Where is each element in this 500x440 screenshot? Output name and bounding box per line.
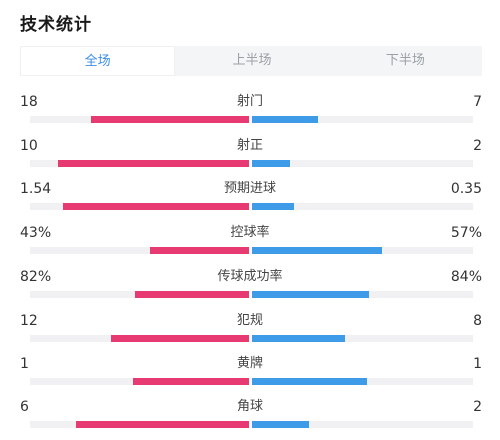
period-tabs: 全场 上半场 下半场 bbox=[20, 46, 482, 76]
stat-row-corners: 6 角球 2 bbox=[0, 398, 500, 438]
home-bar bbox=[132, 378, 249, 385]
away-bar-track bbox=[252, 378, 473, 385]
home-bar-track bbox=[30, 203, 249, 210]
away-bar bbox=[252, 116, 319, 123]
away-bar bbox=[252, 291, 370, 298]
away-value: 2 bbox=[473, 138, 482, 154]
away-bar-track bbox=[252, 335, 473, 342]
home-value: 43% bbox=[20, 225, 52, 241]
home-bar bbox=[62, 203, 249, 210]
stat-row-shots-on-target: 10 射正 2 bbox=[0, 137, 500, 177]
home-bar bbox=[135, 291, 249, 298]
home-bar-track bbox=[30, 247, 249, 254]
stat-label: 传球成功率 bbox=[217, 269, 283, 284]
away-bar bbox=[252, 378, 367, 385]
stat-label: 射正 bbox=[236, 138, 263, 153]
home-bar bbox=[91, 116, 249, 123]
away-value: 57% bbox=[450, 225, 482, 241]
home-bar bbox=[111, 335, 249, 342]
away-value: 8 bbox=[473, 313, 482, 329]
home-value: 6 bbox=[20, 399, 29, 415]
home-bar bbox=[58, 160, 249, 167]
tab-second-half[interactable]: 下半场 bbox=[385, 53, 425, 68]
away-bar-track bbox=[252, 116, 473, 123]
away-bar-track bbox=[252, 247, 473, 254]
home-value: 12 bbox=[20, 313, 38, 329]
home-bar-track bbox=[30, 335, 249, 342]
stat-label: 角球 bbox=[236, 399, 263, 414]
away-bar-track bbox=[252, 203, 473, 210]
home-bar-track bbox=[30, 116, 249, 123]
home-bar-track bbox=[30, 160, 249, 167]
stat-label: 控球率 bbox=[230, 225, 270, 240]
home-bar-track bbox=[30, 421, 249, 428]
away-bar bbox=[252, 160, 290, 167]
away-value: 2 bbox=[473, 399, 482, 415]
stat-row-expected-goals: 1.54 预期进球 0.35 bbox=[0, 180, 500, 220]
home-bar-track bbox=[30, 378, 249, 385]
away-value: 84% bbox=[450, 269, 482, 285]
stat-row-pass-accuracy: 82% 传球成功率 84% bbox=[0, 268, 500, 308]
home-value: 10 bbox=[20, 138, 38, 154]
stat-row-possession: 43% 控球率 57% bbox=[0, 224, 500, 264]
tab-first-half[interactable]: 上半场 bbox=[232, 53, 272, 68]
away-value: 1 bbox=[473, 356, 482, 372]
home-bar-track bbox=[30, 291, 249, 298]
stat-label: 黄牌 bbox=[236, 356, 263, 371]
away-bar bbox=[252, 335, 345, 342]
home-value: 82% bbox=[20, 269, 52, 285]
page-title: 技术统计 bbox=[20, 15, 92, 35]
away-bar-track bbox=[252, 160, 473, 167]
home-value: 1 bbox=[20, 356, 29, 372]
tab-full-match[interactable]: 全场 bbox=[20, 46, 176, 76]
stat-label: 犯规 bbox=[236, 313, 263, 328]
away-bar bbox=[252, 421, 310, 428]
stat-row-shots: 18 射门 7 bbox=[0, 93, 500, 133]
stat-row-yellow-cards: 1 黄牌 1 bbox=[0, 355, 500, 395]
stat-label: 射门 bbox=[236, 94, 263, 109]
away-value: 0.35 bbox=[450, 181, 482, 197]
home-value: 1.54 bbox=[20, 181, 52, 197]
home-bar bbox=[150, 247, 249, 254]
home-value: 18 bbox=[20, 94, 38, 110]
away-bar bbox=[252, 203, 294, 210]
stat-row-fouls: 12 犯规 8 bbox=[0, 312, 500, 352]
away-bar-track bbox=[252, 291, 473, 298]
stat-label: 预期进球 bbox=[223, 181, 276, 196]
away-value: 7 bbox=[473, 94, 482, 110]
away-bar-track bbox=[252, 421, 473, 428]
home-bar bbox=[76, 421, 249, 428]
away-bar bbox=[252, 247, 383, 254]
